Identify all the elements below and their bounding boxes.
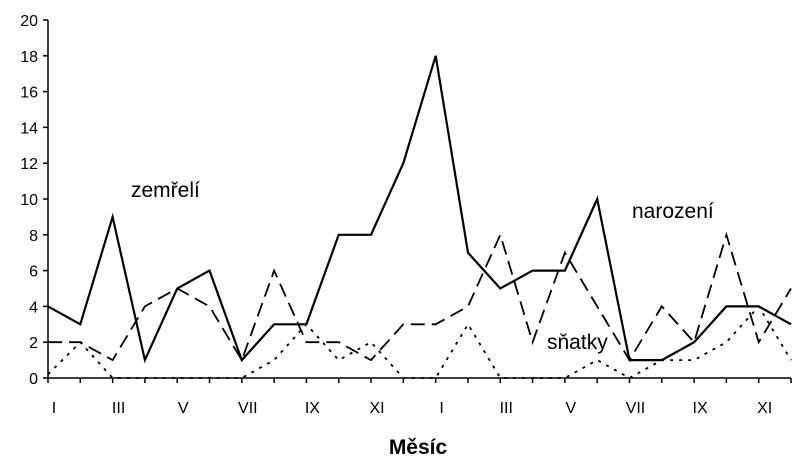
- x-tick-label: III: [500, 400, 513, 417]
- series-line-zemreli: [47, 55, 792, 364]
- y-tick-label: 2: [29, 335, 38, 352]
- y-tick-label: 6: [29, 264, 38, 281]
- y-tick-label: 20: [20, 13, 38, 30]
- y-tick-label: 10: [20, 192, 38, 209]
- x-tick-label: XI: [369, 400, 384, 417]
- x-tick-label: XI: [757, 400, 772, 417]
- y-tick-label: 14: [20, 120, 38, 137]
- annotation-snatky: sňatky: [547, 331, 608, 354]
- x-tick-label: IX: [693, 400, 708, 417]
- y-axis: 0 2 4 6 8 10 12 14 16 18 20: [20, 13, 49, 388]
- annotation-zemreli: zemřelí: [131, 179, 200, 202]
- series-lines: [47, 55, 792, 380]
- x-tick-label: VII: [626, 400, 646, 417]
- x-tick-label: V: [566, 400, 577, 417]
- x-tick-label: VII: [238, 400, 258, 417]
- series-line-snatky: [47, 304, 792, 380]
- x-tick-label: III: [112, 400, 125, 417]
- x-axis: I III V VII IX XI I III V VII IX XI: [47, 377, 792, 417]
- y-tick-label: 16: [20, 85, 38, 102]
- x-tick-label: I: [52, 400, 56, 417]
- y-tick-label: 0: [29, 371, 38, 388]
- annotation-narozeni: narození: [632, 200, 714, 223]
- y-tick-label: 18: [20, 49, 38, 66]
- y-tick-label: 12: [20, 156, 38, 173]
- x-axis-label: Měsíc: [389, 436, 448, 459]
- x-tick-label: IX: [305, 400, 320, 417]
- x-tick-label: I: [439, 400, 443, 417]
- series-line-narozeni: [48, 231, 792, 363]
- x-tick-label: V: [178, 400, 189, 417]
- y-tick-label: 4: [29, 299, 38, 316]
- y-tick-label: 8: [29, 228, 38, 245]
